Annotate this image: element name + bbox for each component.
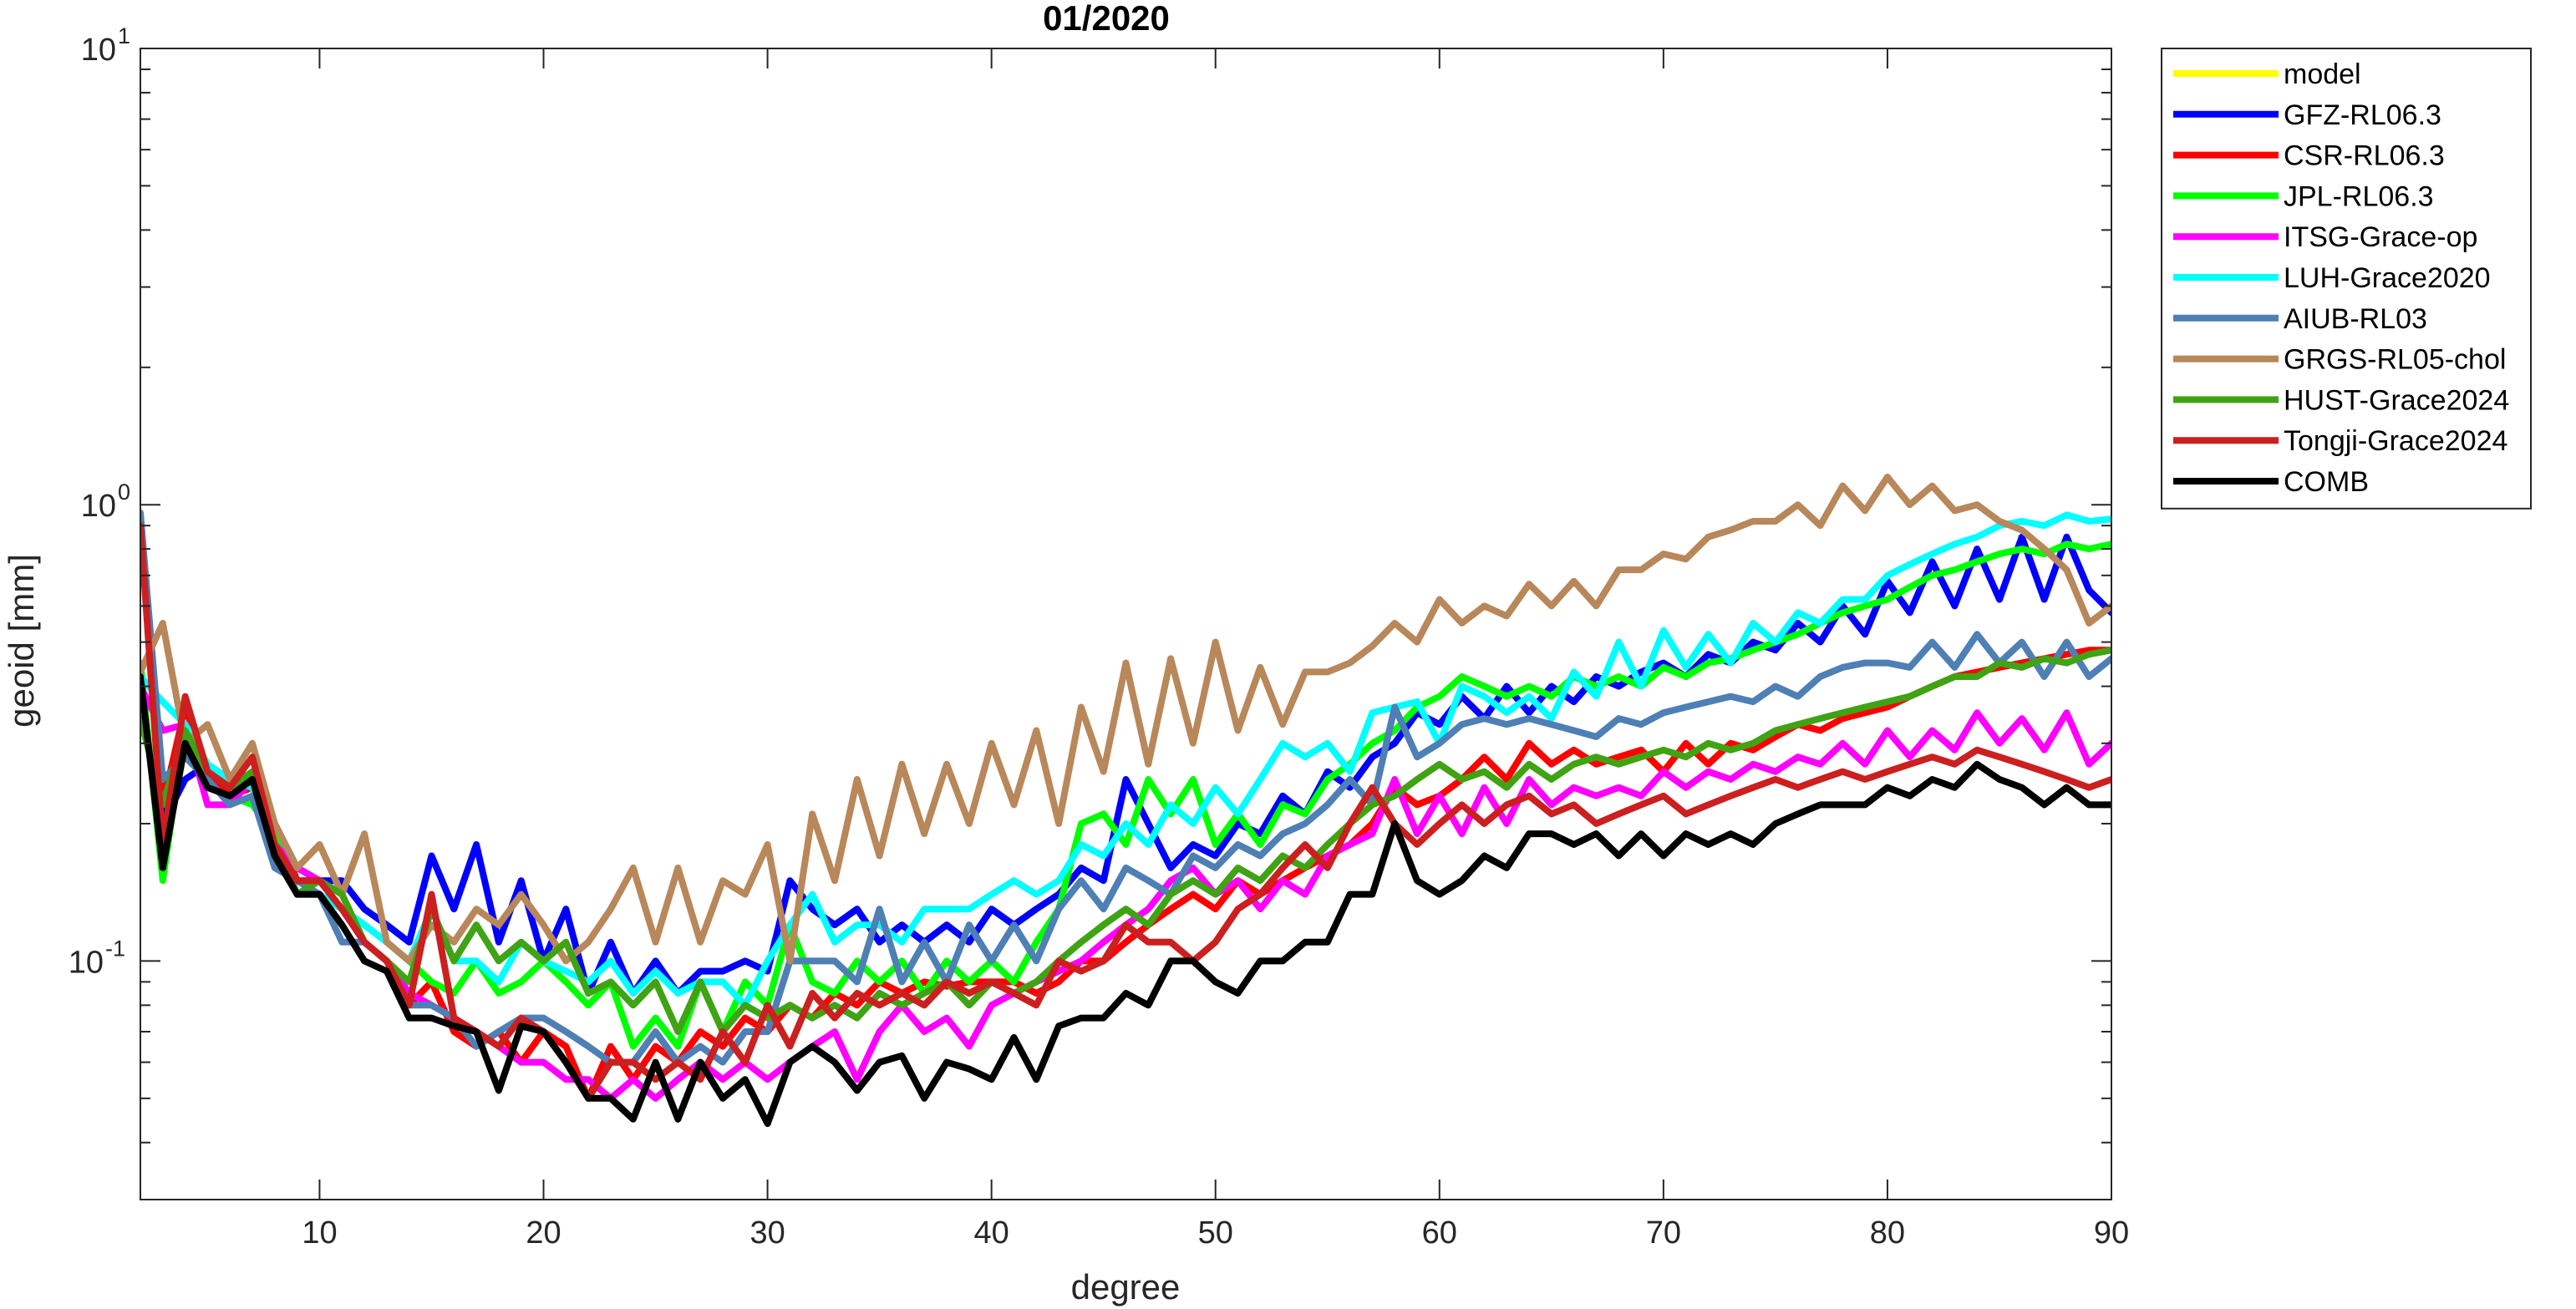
y-tick-label: 10 -1 xyxy=(69,936,125,980)
chart-title: 01/2020 xyxy=(1043,0,1170,38)
legend-item: Tongji-Grace2024 xyxy=(2173,425,2507,457)
legend: model GFZ-RL06.3 CSR-RL06.3 JPL-RL06.3 ITSG-… xyxy=(2161,48,2532,510)
plot-area-frame xyxy=(140,48,2112,1200)
legend-item: GFZ-RL06.3 xyxy=(2173,99,2441,131)
series-line-jpl-rl06-3 xyxy=(140,540,2111,1050)
legend-item: ITSG-Grace-op xyxy=(2173,221,2477,253)
legend-item: HUST-Grace2024 xyxy=(2173,384,2509,416)
legend-label: GRGS-RL05-chol xyxy=(2284,344,2506,376)
legend-item: COMB xyxy=(2173,466,2369,498)
y-axis-label: geoid [mm] xyxy=(2,554,41,728)
svg-text:10: 10 xyxy=(69,945,104,980)
legend-label: GFZ-RL06.3 xyxy=(2284,99,2441,131)
legend-label: model xyxy=(2284,58,2361,90)
legend-label: ITSG-Grace-op xyxy=(2284,221,2477,253)
svg-text:10: 10 xyxy=(81,33,116,68)
legend-label: COMB xyxy=(2284,466,2369,498)
svg-text:1: 1 xyxy=(118,23,130,48)
svg-text:-1: -1 xyxy=(105,936,125,961)
legend-item: model xyxy=(2173,58,2361,90)
legend-item: AIUB-RL03 xyxy=(2173,303,2427,335)
x-axis-label: degree xyxy=(1071,1267,1181,1306)
x-tick-label: 60 xyxy=(1422,1215,1457,1251)
series-line-comb xyxy=(140,673,2111,1128)
x-tick-label: 20 xyxy=(526,1215,561,1251)
x-tick-label: 80 xyxy=(1870,1215,1905,1251)
legend-label: AIUB-RL03 xyxy=(2284,303,2427,335)
x-tick-label: 70 xyxy=(1646,1215,1681,1251)
legend-item: JPL-RL06.3 xyxy=(2173,180,2434,212)
legend-label: JPL-RL06.3 xyxy=(2284,180,2434,212)
x-tick-label: 10 xyxy=(302,1215,337,1251)
y-tick-label: 10 1 xyxy=(81,23,130,68)
series-line-grgs-rl05-chol xyxy=(140,474,2111,965)
legend-label: Tongji-Grace2024 xyxy=(2284,425,2507,457)
legend-item: GRGS-RL05-chol xyxy=(2173,344,2506,376)
legend-item: LUH-Grace2020 xyxy=(2173,262,2491,294)
legend-label: CSR-RL06.3 xyxy=(2284,140,2445,172)
svg-text:0: 0 xyxy=(118,479,130,505)
x-tick-label: 30 xyxy=(749,1215,785,1251)
x-tick-label: 90 xyxy=(2094,1215,2129,1251)
svg-text:10: 10 xyxy=(81,489,116,524)
series-layer xyxy=(140,474,2111,1128)
x-tick-label: 50 xyxy=(1198,1215,1233,1251)
series-line-hust-grace2024 xyxy=(140,647,2111,1035)
legend-label: HUST-Grace2024 xyxy=(2284,384,2509,416)
x-tick-label: 40 xyxy=(974,1215,1009,1251)
y-tick-label: 10 0 xyxy=(81,479,130,524)
series-line-aiub-rl03 xyxy=(140,509,2111,1066)
legend-item: CSR-RL06.3 xyxy=(2173,140,2445,172)
series-line-luh-grace2020 xyxy=(140,511,2111,1009)
legend-label: LUH-Grace2020 xyxy=(2284,262,2491,294)
